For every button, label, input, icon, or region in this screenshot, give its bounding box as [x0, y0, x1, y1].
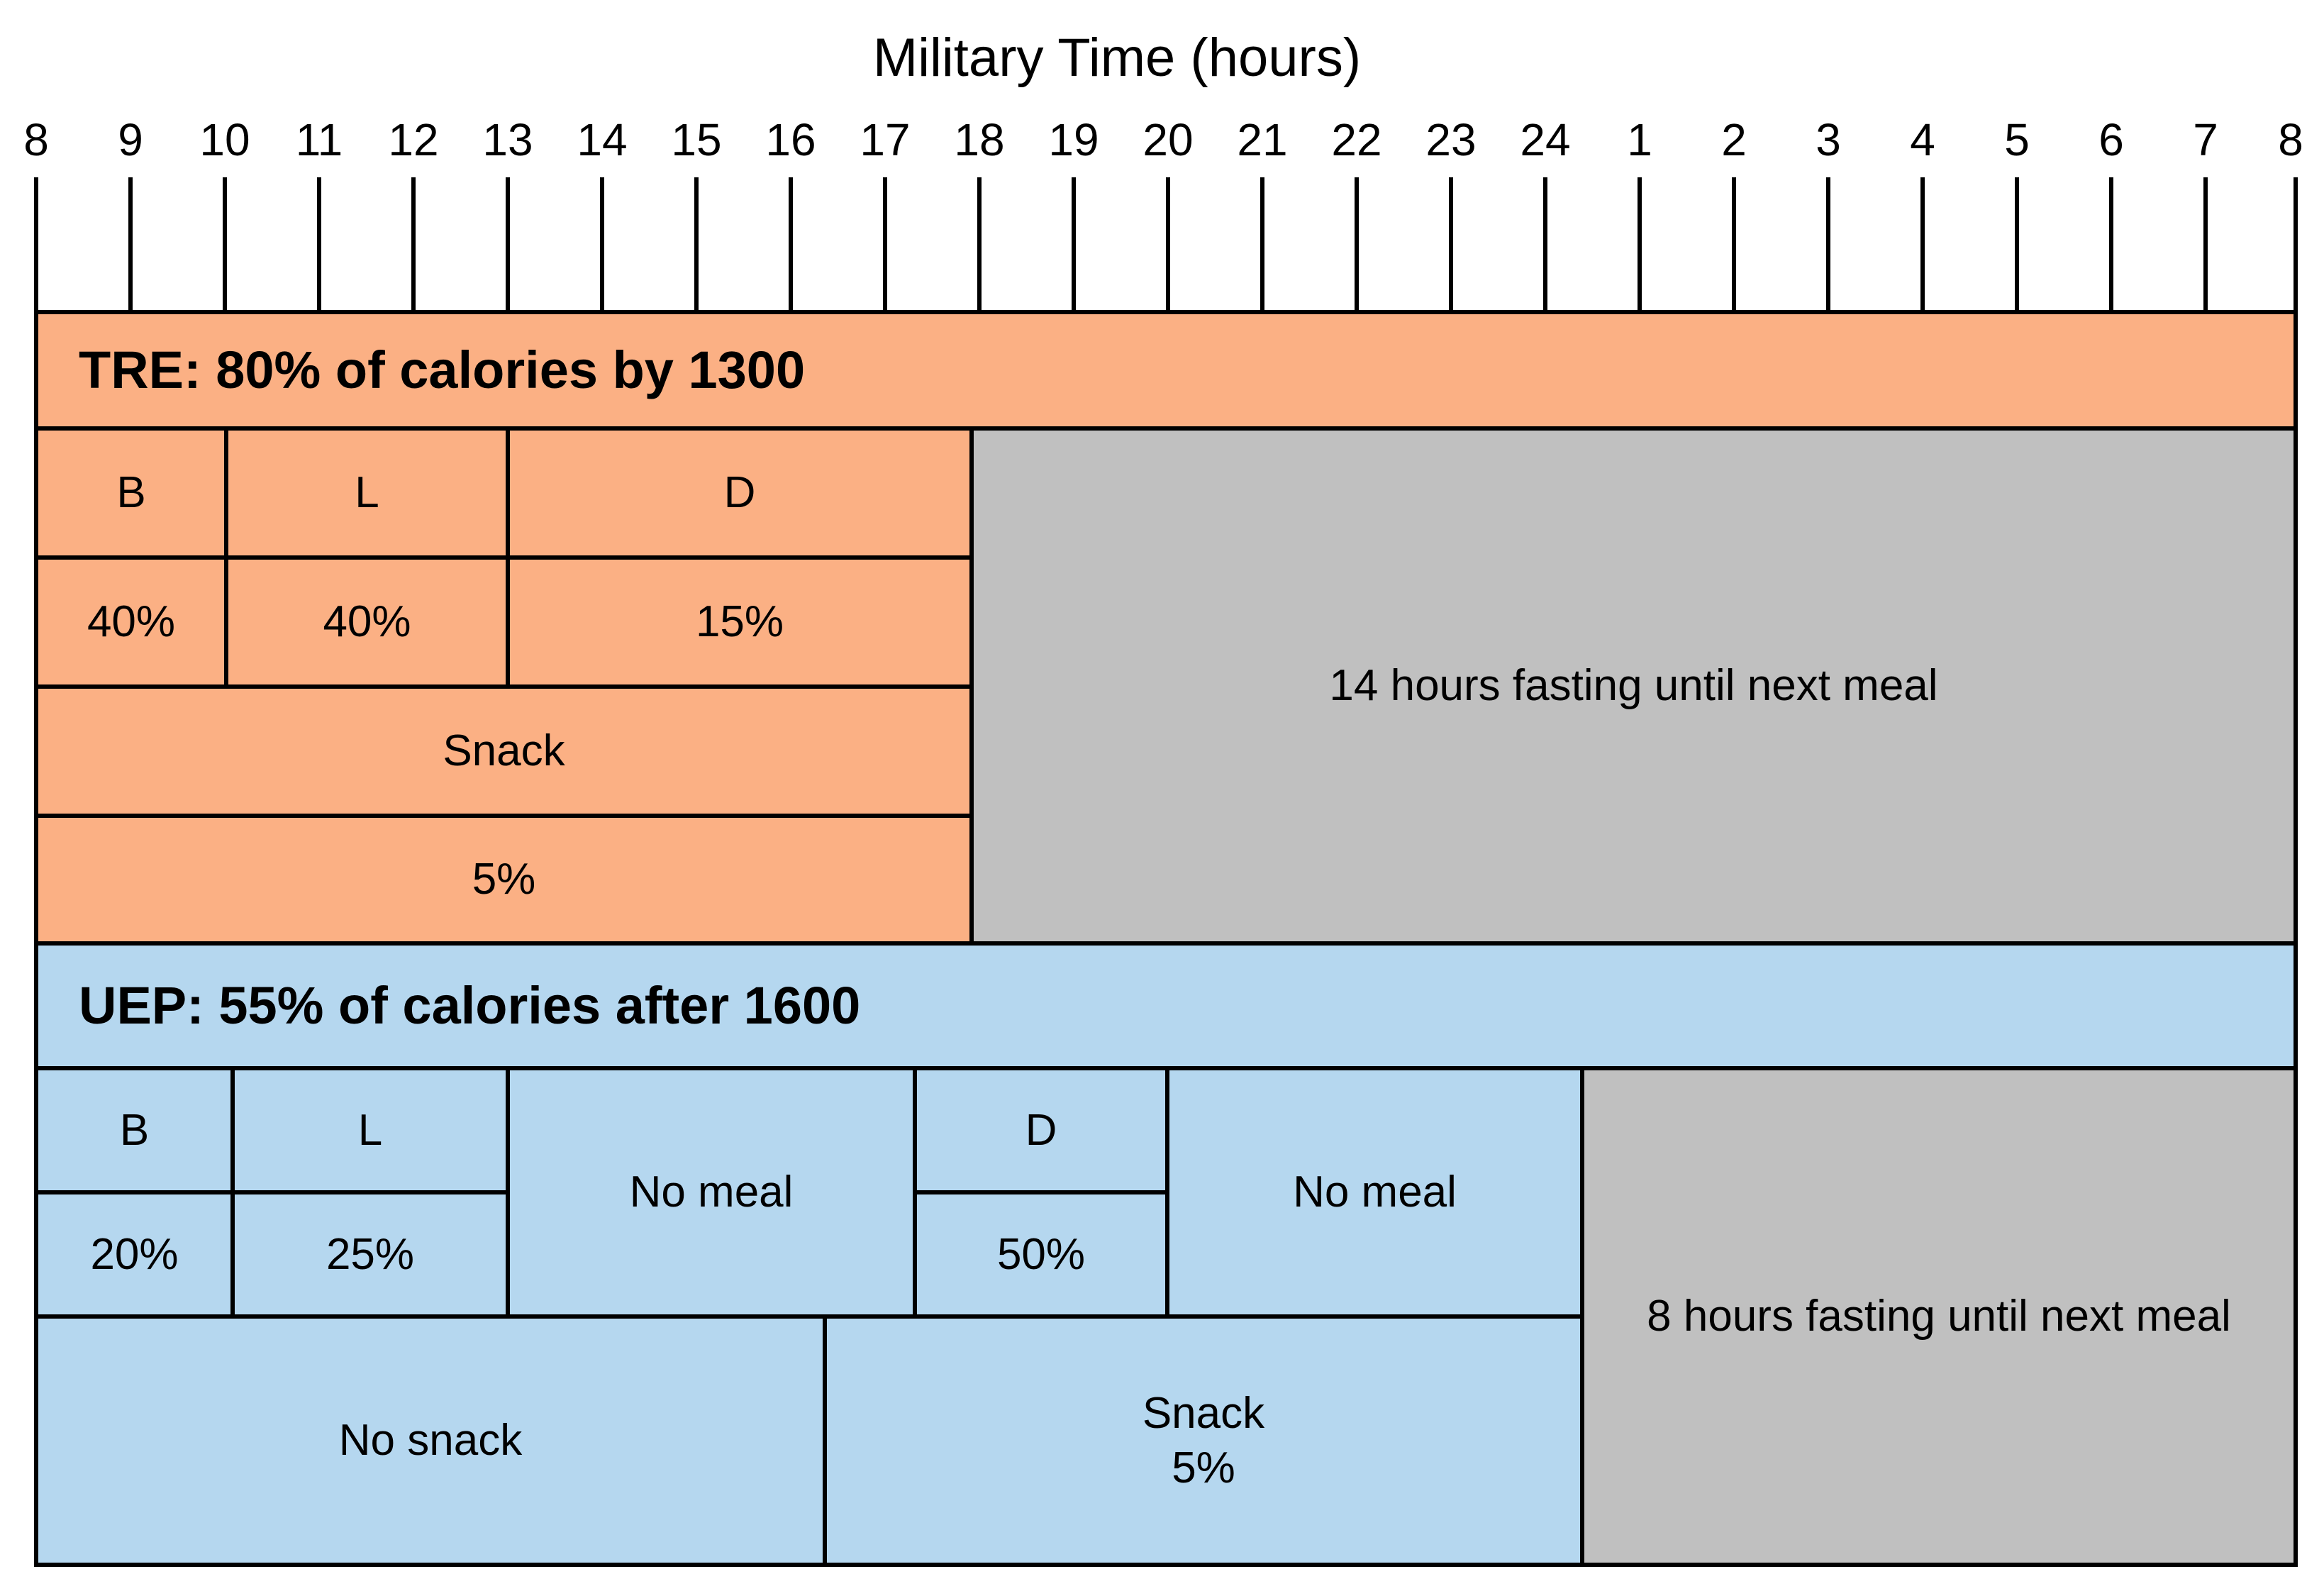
tre-dinner-label: D: [508, 428, 972, 558]
tick-label: 13: [482, 114, 533, 165]
tre-dinner-pct: 15%: [508, 558, 972, 687]
uep-snack-pct: 5%: [1172, 1443, 1235, 1492]
uep-dinner-pct: 50%: [915, 1192, 1167, 1316]
tre-header: TRE: 80% of calories by 1300: [36, 312, 2296, 428]
uep-breakfast-pct: 20%: [36, 1192, 233, 1316]
tick-label: 4: [1910, 114, 1935, 165]
tick-label: 23: [1425, 114, 1477, 165]
uep-dinner-label: D: [915, 1068, 1167, 1192]
tick-label: 7: [2193, 114, 2218, 165]
tick-label: 18: [954, 114, 1005, 165]
tick-label: 22: [1331, 114, 1382, 165]
time-axis-ticks: [34, 177, 2298, 312]
tick-label: 20: [1142, 114, 1194, 165]
tre-snack-label: Snack: [36, 687, 972, 816]
tre-lunch-pct: 40%: [226, 558, 508, 687]
tick-label: 5: [2004, 114, 2030, 165]
tick-label: 8: [2278, 114, 2303, 165]
axis-title: Military Time (hours): [872, 28, 1362, 88]
tick-label: 9: [118, 114, 143, 165]
uep-no-meal-2: No meal: [1167, 1068, 1582, 1316]
tre-fasting-block: 14 hours fasting until next meal: [972, 428, 2296, 943]
uep-no-snack: No snack: [36, 1316, 825, 1565]
tre-breakfast-label: B: [36, 428, 226, 558]
tick-label: 19: [1048, 114, 1099, 165]
uep-no-meal-1: No meal: [508, 1068, 915, 1316]
uep-lunch-label: L: [233, 1068, 508, 1192]
uep-lunch-pct: 25%: [233, 1192, 508, 1316]
tick-label: 21: [1237, 114, 1288, 165]
tick-label: 17: [860, 114, 911, 165]
uep-breakfast-label: B: [36, 1068, 233, 1192]
uep-snack-label: Snack: [1142, 1388, 1265, 1438]
tick-label: 15: [671, 114, 722, 165]
tick-label: 2: [1721, 114, 1747, 165]
tick-label: 14: [577, 114, 628, 165]
tick-label: 11: [295, 114, 343, 165]
tick-label: 1: [1627, 114, 1652, 165]
tick-label: 24: [1520, 114, 1571, 165]
uep-header: UEP: 55% of calories after 1600: [36, 943, 2296, 1068]
tick-label: 3: [1816, 114, 1841, 165]
tick-label: 12: [388, 114, 439, 165]
uep-snack-cell: Snack 5%: [825, 1316, 1582, 1565]
tick-label: 8: [23, 114, 49, 165]
uep-fasting-block: 8 hours fasting until next meal: [1582, 1068, 2296, 1565]
tick-label: 6: [2098, 114, 2124, 165]
tre-lunch-label: L: [226, 428, 508, 558]
tick-label: 16: [765, 114, 816, 165]
tre-breakfast-pct: 40%: [36, 558, 226, 687]
tre-snack-pct: 5%: [36, 816, 972, 943]
tick-label: 10: [199, 114, 250, 165]
